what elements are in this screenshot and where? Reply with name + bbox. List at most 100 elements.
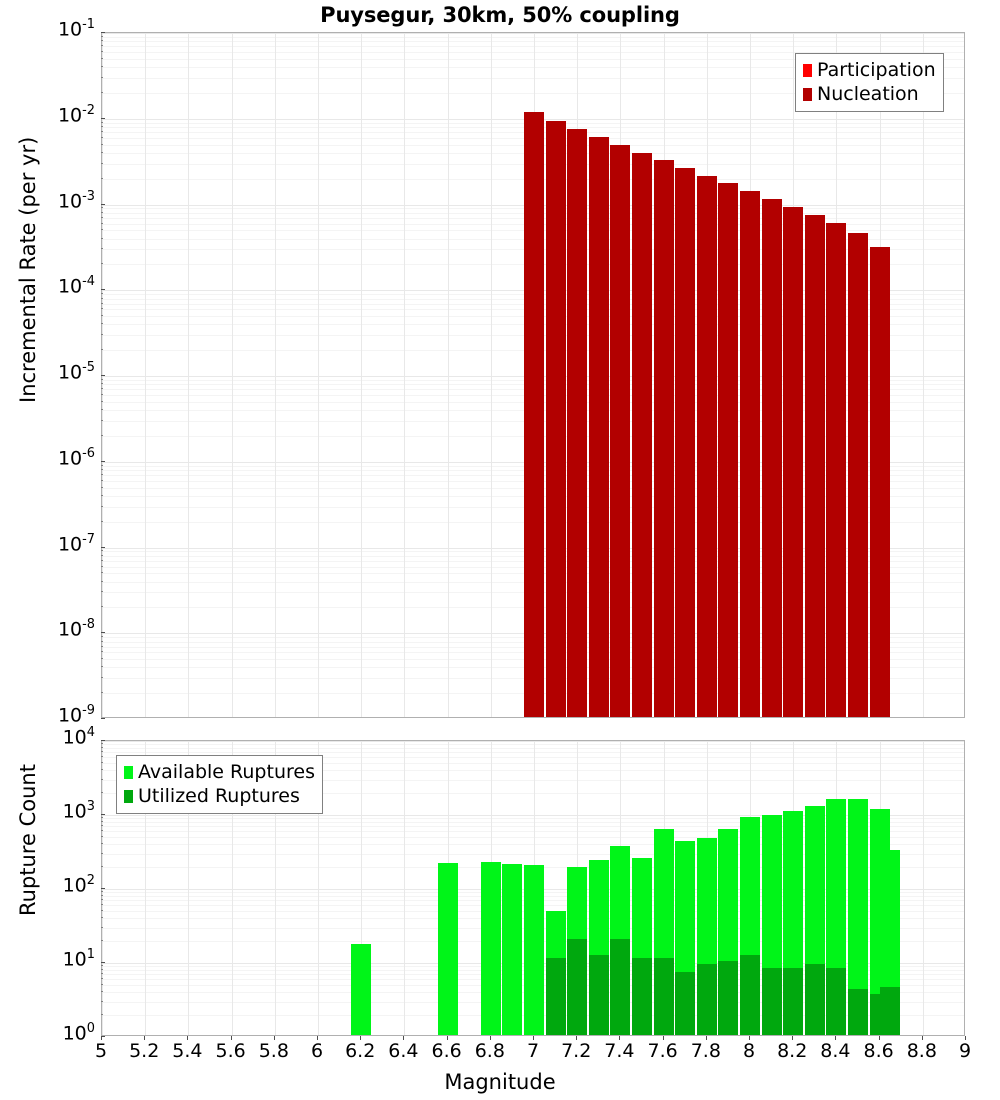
y-tick-mark-minor xyxy=(101,821,103,822)
y-tick-mark xyxy=(101,204,105,205)
x-tick-mark xyxy=(533,1036,534,1040)
bar-nucleation xyxy=(761,198,782,717)
y-tick-mark-minor xyxy=(101,940,103,941)
x-tick-label: 7.6 xyxy=(647,1040,678,1062)
bar-nucleation xyxy=(804,214,825,717)
y-tick-mark-minor xyxy=(101,853,103,854)
y-tick-mark-minor xyxy=(101,606,103,607)
y-tick-mark-minor xyxy=(101,917,103,918)
top-bars xyxy=(102,33,964,717)
bottom-y-axis-label: Rupture Count xyxy=(16,764,40,916)
bar-utilized-ruptures xyxy=(653,957,674,1035)
x-tick-label: 8.6 xyxy=(863,1040,894,1062)
x-tick-label: 7 xyxy=(526,1040,540,1062)
y-tick-mark-minor xyxy=(101,487,103,488)
y-tick-mark-minor xyxy=(101,435,103,436)
y-tick-label: 10-3 xyxy=(57,188,95,212)
top-legend: Participation Nucleation xyxy=(795,53,944,112)
y-tick-mark-minor xyxy=(101,899,103,900)
x-tick-mark xyxy=(403,1036,404,1040)
x-tick-mark xyxy=(922,1036,923,1040)
y-tick-mark-minor xyxy=(101,566,103,567)
bar-nucleation xyxy=(740,191,760,717)
x-tick-mark xyxy=(749,1036,750,1040)
y-tick-mark-minor xyxy=(101,692,103,693)
y-tick-mark-minor xyxy=(101,178,103,179)
top-legend-item[interactable]: Participation xyxy=(803,58,936,82)
y-tick-mark-minor xyxy=(101,910,103,911)
bar-nucleation xyxy=(696,175,717,717)
gridline-minor xyxy=(102,837,964,838)
bar-nucleation xyxy=(588,137,609,717)
y-tick-mark-minor xyxy=(101,137,103,138)
bar-utilized-ruptures xyxy=(804,964,825,1035)
y-tick-mark-minor xyxy=(101,77,103,78)
y-tick-mark-minor xyxy=(101,388,103,389)
y-tick-mark-minor xyxy=(101,238,103,239)
bar-available-ruptures xyxy=(524,864,544,1035)
x-tick-mark xyxy=(706,1036,707,1040)
gridline-minor xyxy=(102,59,964,60)
y-tick-mark-minor xyxy=(101,747,103,748)
top-legend-item[interactable]: Nucleation xyxy=(803,82,936,106)
x-tick-label: 7.2 xyxy=(561,1040,592,1062)
y-tick-mark-minor xyxy=(101,92,103,93)
y-tick-mark xyxy=(101,632,105,633)
bar-nucleation xyxy=(545,121,566,717)
gridline-minor xyxy=(102,854,964,855)
gridline-minor xyxy=(102,41,964,42)
y-tick-mark-minor xyxy=(101,756,103,757)
gridline-minor xyxy=(102,752,964,753)
gridline-minor xyxy=(102,52,964,53)
y-tick-label: 10-6 xyxy=(57,445,95,470)
bar-nucleation xyxy=(848,233,868,717)
gridline-vertical xyxy=(448,33,449,717)
x-tick-label: 5.6 xyxy=(215,1040,246,1062)
y-tick-mark-minor xyxy=(101,779,103,780)
incremental-rate-plot-area xyxy=(101,32,965,718)
gridline-vertical xyxy=(318,33,319,717)
gridline-vertical xyxy=(404,741,405,1035)
bottom-legend-item[interactable]: Available Ruptures xyxy=(124,760,315,784)
y-tick-mark-minor xyxy=(101,666,103,667)
bar-nucleation xyxy=(632,152,652,717)
y-tick-mark-minor xyxy=(101,217,103,218)
y-tick-mark-minor xyxy=(101,969,103,970)
x-tick-mark xyxy=(317,1036,318,1040)
bar-utilized-ruptures xyxy=(761,968,782,1035)
legend-label: Nucleation xyxy=(817,82,919,105)
y-tick-mark-minor xyxy=(101,636,103,637)
bar-nucleation xyxy=(567,128,588,717)
gridline-minor xyxy=(102,793,964,794)
y-tick-mark-minor xyxy=(101,51,103,52)
gridline-vertical xyxy=(275,33,276,717)
x-tick-label: 6.2 xyxy=(345,1040,376,1062)
bar-nucleation xyxy=(783,206,804,717)
y-tick-mark-minor xyxy=(101,825,103,826)
bottom-legend-item[interactable]: Utilized Ruptures xyxy=(124,784,315,808)
y-tick-mark-minor xyxy=(101,866,103,867)
bar-utilized-ruptures xyxy=(567,938,588,1035)
x-tick-mark xyxy=(447,1036,448,1040)
x-tick-label: 8 xyxy=(742,1040,756,1062)
y-tick-mark-minor xyxy=(101,973,103,974)
x-tick-mark xyxy=(663,1036,664,1040)
gridline-minor xyxy=(102,78,964,79)
y-tick-mark-minor xyxy=(101,223,103,224)
y-tick-mark-minor xyxy=(101,521,103,522)
gridline-minor xyxy=(102,763,964,764)
bar-utilized-ruptures xyxy=(826,968,847,1035)
y-tick-mark-minor xyxy=(101,591,103,592)
gridline-vertical xyxy=(275,741,276,1035)
legend-label: Utilized Ruptures xyxy=(138,784,300,807)
y-tick-label: 10-9 xyxy=(57,703,95,727)
bar-utilized-ruptures xyxy=(718,961,739,1035)
bar-nucleation xyxy=(610,144,631,717)
gridline-minor xyxy=(102,748,964,749)
y-tick-mark xyxy=(101,888,105,889)
gridline-vertical xyxy=(361,33,362,717)
y-tick-mark-minor xyxy=(101,409,103,410)
y-tick-mark-minor xyxy=(101,308,103,309)
y-tick-mark-minor xyxy=(101,36,103,37)
x-tick-label: 8.4 xyxy=(820,1040,851,1062)
